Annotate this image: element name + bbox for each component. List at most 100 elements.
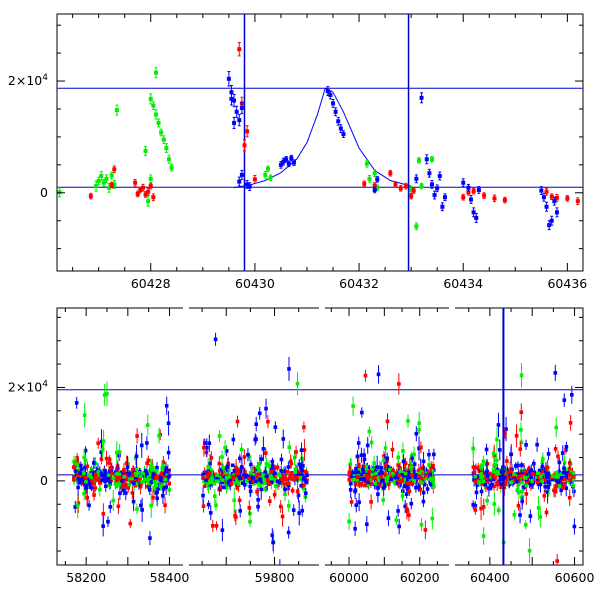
bottom-data-point [108,500,113,514]
bottom-data-point [202,484,207,489]
bottom-data-point [431,479,436,484]
top-data-point-s1-1 [109,181,114,189]
bottom-data-point [559,476,564,480]
bottom-data-point [216,479,220,484]
bottom-data-point [110,471,114,476]
bottom-data-point [103,470,108,475]
bottom-data-point [516,476,520,481]
bottom-data-point [403,477,408,482]
bottom-data-point [524,483,529,488]
top-data-point-s2-38 [466,183,471,192]
bottom-data-point [513,462,518,470]
bottom-data-point [159,472,164,476]
bottom-data-point [409,472,414,477]
bottom-data-point [519,363,524,388]
bottom-data-point [135,503,139,515]
bottom-data-point [216,477,221,482]
top-data-point-s0-14 [156,118,161,128]
bottom-data-point [287,356,291,381]
bottom-data-point [159,478,163,483]
bottom-data-point [77,481,82,485]
top-x-tick-label: 60428 [131,276,171,291]
top-data-point-s1-22 [409,192,414,200]
top-data-point-s2-27 [414,174,419,184]
bottom-data-point [254,479,258,483]
bottom-data-point [354,497,359,513]
bottom-data-point [564,474,569,478]
top-data-point-s0-5 [104,174,109,184]
bottom-data-point [76,477,81,481]
bottom-data-point [114,478,119,483]
bottom-data-point [146,455,151,466]
bottom-data-point [88,472,93,477]
bottom-data-point [372,456,376,471]
bottom-data-point [149,493,154,518]
bottom-data-point [471,500,475,510]
top-data-point-s2-7 [232,116,237,130]
bottom-data-point [82,402,87,428]
bottom-data-point [351,396,355,416]
bottom-data-point [570,385,574,404]
bottom-data-point [515,484,520,495]
bottom-data-point [273,478,278,482]
bottom-data-point [422,482,427,487]
bottom-data-point [262,475,266,480]
bottom-data-point [481,455,486,468]
bottom-data-point [249,459,253,470]
bottom-data-point [353,470,358,475]
bottom-data-point [564,479,569,497]
bottom-data-point [419,480,424,484]
bottom-data-point [132,479,137,484]
top-data-point-s0-10 [143,145,148,156]
bottom-data-point [420,474,425,479]
bottom-data-point [283,485,287,493]
bottom-data-point [518,441,523,457]
axis-break-bottom [183,564,189,567]
bottom-data-point [419,518,424,532]
top-data-point-s2-20 [331,98,336,108]
top-data-point-s2-37 [461,178,466,188]
bottom-data-point [408,461,413,474]
bottom-data-point [401,454,406,469]
bottom-data-point [205,438,209,458]
bottom-data-point [247,476,251,481]
bottom-data-point [516,500,521,511]
bottom-data-point [368,474,372,479]
top-data-point-s2-23 [338,124,343,133]
top-data-point-s2-9 [239,169,244,180]
bottom-data-point [542,477,546,482]
top-data-point-s2-4 [237,114,242,127]
bottom-data-point [267,482,272,486]
bottom-data-point [228,474,232,479]
top-data-point-s2-42 [476,186,481,194]
bottom-data-point [238,476,242,481]
top-data-point-s1-28 [492,194,497,203]
bottom-data-point [275,463,280,472]
top-data-point-s2-47 [549,215,554,226]
bottom-data-point [251,481,256,486]
bottom-data-point [376,486,380,490]
bottom-data-point [491,447,496,460]
bottom-data-point [363,369,368,382]
bottom-data-point [509,478,513,482]
bottom-data-point [484,476,489,481]
bottom-data-point [420,476,424,481]
bottom-data-point [99,444,104,460]
bottom-data-point [230,463,235,468]
bottom-data-point [289,458,294,469]
bottom-data-point [287,499,291,513]
top-data-point-s1-4 [138,186,143,194]
bottom-data-point [408,481,412,486]
top-data-point-s2-43 [539,186,544,195]
bottom-data-point [369,479,373,489]
bottom-data-point [429,476,433,480]
bottom-data-point [485,495,489,506]
bottom-data-point [271,533,275,552]
bottom-data-point [226,479,231,484]
bottom-data-point [481,527,486,545]
bottom-data-point [203,475,207,479]
bottom-data-point [72,478,76,482]
bottom-data-point [122,468,126,473]
bottom-data-point [550,477,555,482]
bottom-data-point [355,450,360,463]
